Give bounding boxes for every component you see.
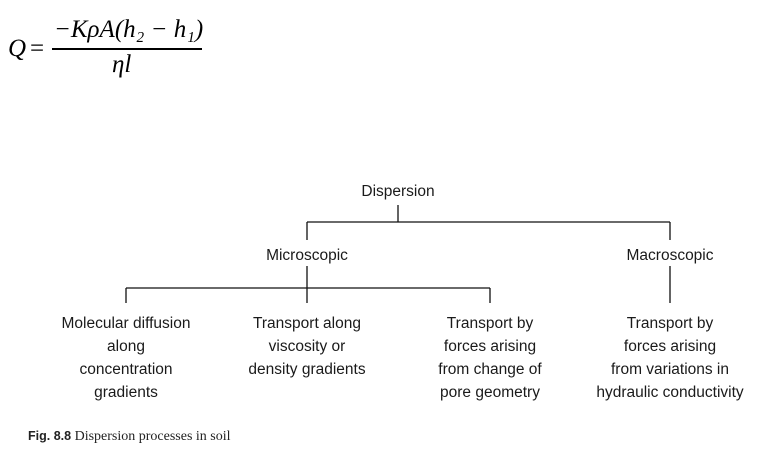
node-macroscopic: Macroscopic	[626, 247, 714, 264]
leaf-molecular-diffusion: Molecular diffusion along concentration …	[61, 315, 191, 401]
formula-fraction-bar	[52, 48, 202, 50]
figure-caption-text: Dispersion processes in soil	[74, 429, 231, 444]
leaf-transport-hydraulic-conductivity: Transport by forces arising from variati…	[596, 315, 744, 401]
formula-denominator: ηl	[112, 51, 132, 78]
figure-caption: Fig. 8.8 Dispersion processes in soil	[28, 429, 231, 445]
figure-label: Fig. 8.8	[28, 429, 72, 443]
node-microscopic: Microscopic	[266, 247, 348, 264]
leaf-transport-viscosity: Transport along viscosity or density gra…	[248, 315, 366, 378]
leaf-transport-pore-geometry: Transport by forces arising from change …	[438, 315, 542, 401]
formula-numerator: −KρA(h₂ − h₁)	[54, 16, 204, 43]
formula-equals: =	[30, 35, 45, 62]
node-dispersion: Dispersion	[361, 183, 435, 200]
formula-lhs: Q	[8, 35, 27, 62]
